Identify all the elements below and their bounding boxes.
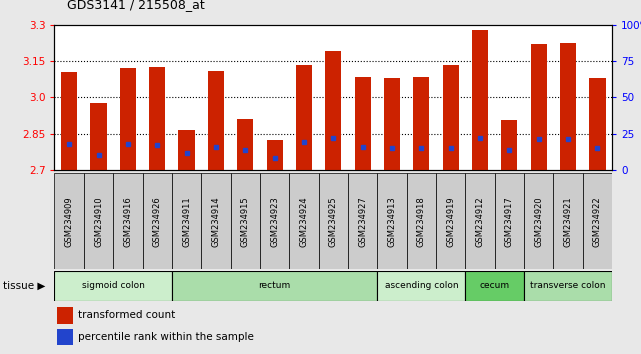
Bar (378, 271, 465, 301)
Bar (501, 120, 517, 170)
Bar (90, 103, 106, 170)
Bar (560, 43, 576, 170)
Bar (472, 30, 488, 170)
Bar (524, 271, 612, 301)
Bar (384, 78, 400, 170)
Bar (465, 271, 524, 301)
Text: transformed count: transformed count (78, 310, 176, 320)
Text: rectum: rectum (258, 281, 291, 290)
Bar (354, 77, 370, 170)
Text: percentile rank within the sample: percentile rank within the sample (78, 332, 254, 342)
Bar (436, 173, 465, 269)
Text: cecum: cecum (479, 281, 510, 290)
Text: GSM234909: GSM234909 (65, 196, 74, 247)
Bar (57, 307, 72, 324)
Bar (172, 271, 378, 301)
Bar (583, 173, 612, 269)
Text: GSM234915: GSM234915 (241, 196, 250, 247)
Text: GSM234912: GSM234912 (476, 196, 485, 247)
Bar (348, 173, 378, 269)
Bar (296, 65, 312, 170)
Bar (142, 173, 172, 269)
Text: transverse colon: transverse colon (530, 281, 606, 290)
Text: GSM234925: GSM234925 (329, 196, 338, 247)
Bar (325, 51, 342, 170)
Text: GSM234923: GSM234923 (270, 196, 279, 247)
Text: GSM234913: GSM234913 (388, 196, 397, 247)
Text: tissue ▶: tissue ▶ (3, 281, 46, 291)
Text: GSM234917: GSM234917 (505, 196, 514, 247)
Bar (54, 173, 84, 269)
Bar (54, 271, 172, 301)
Text: GSM234918: GSM234918 (417, 196, 426, 247)
Bar (149, 67, 165, 170)
Bar (406, 173, 436, 269)
Bar (553, 173, 583, 269)
Bar (590, 78, 606, 170)
Text: GSM234927: GSM234927 (358, 196, 367, 247)
Bar (61, 72, 77, 170)
Bar (319, 173, 348, 269)
Bar (113, 173, 142, 269)
Text: GSM234914: GSM234914 (212, 196, 221, 247)
Text: GSM234910: GSM234910 (94, 196, 103, 247)
Text: ascending colon: ascending colon (385, 281, 458, 290)
Bar (465, 173, 495, 269)
Bar (237, 119, 253, 170)
Text: GSM234924: GSM234924 (299, 196, 308, 247)
Bar (443, 65, 459, 170)
Bar (201, 173, 231, 269)
Text: GSM234926: GSM234926 (153, 196, 162, 247)
Bar (413, 77, 429, 170)
Bar (495, 173, 524, 269)
Text: GSM234911: GSM234911 (182, 196, 191, 247)
Text: GSM234920: GSM234920 (535, 196, 544, 247)
Text: GSM234916: GSM234916 (123, 196, 132, 247)
Bar (120, 68, 136, 170)
Bar (531, 44, 547, 170)
Bar (378, 173, 406, 269)
Bar (260, 173, 289, 269)
Text: GDS3141 / 215508_at: GDS3141 / 215508_at (67, 0, 205, 11)
Text: GSM234919: GSM234919 (446, 196, 455, 247)
Bar (208, 71, 224, 170)
Bar (57, 329, 72, 345)
Text: GSM234921: GSM234921 (563, 196, 572, 247)
Bar (267, 140, 283, 170)
Bar (524, 173, 553, 269)
Bar (172, 173, 201, 269)
Bar (84, 173, 113, 269)
Bar (231, 173, 260, 269)
Text: GSM234922: GSM234922 (593, 196, 602, 247)
Bar (178, 130, 195, 170)
Bar (289, 173, 319, 269)
Text: sigmoid colon: sigmoid colon (82, 281, 145, 290)
